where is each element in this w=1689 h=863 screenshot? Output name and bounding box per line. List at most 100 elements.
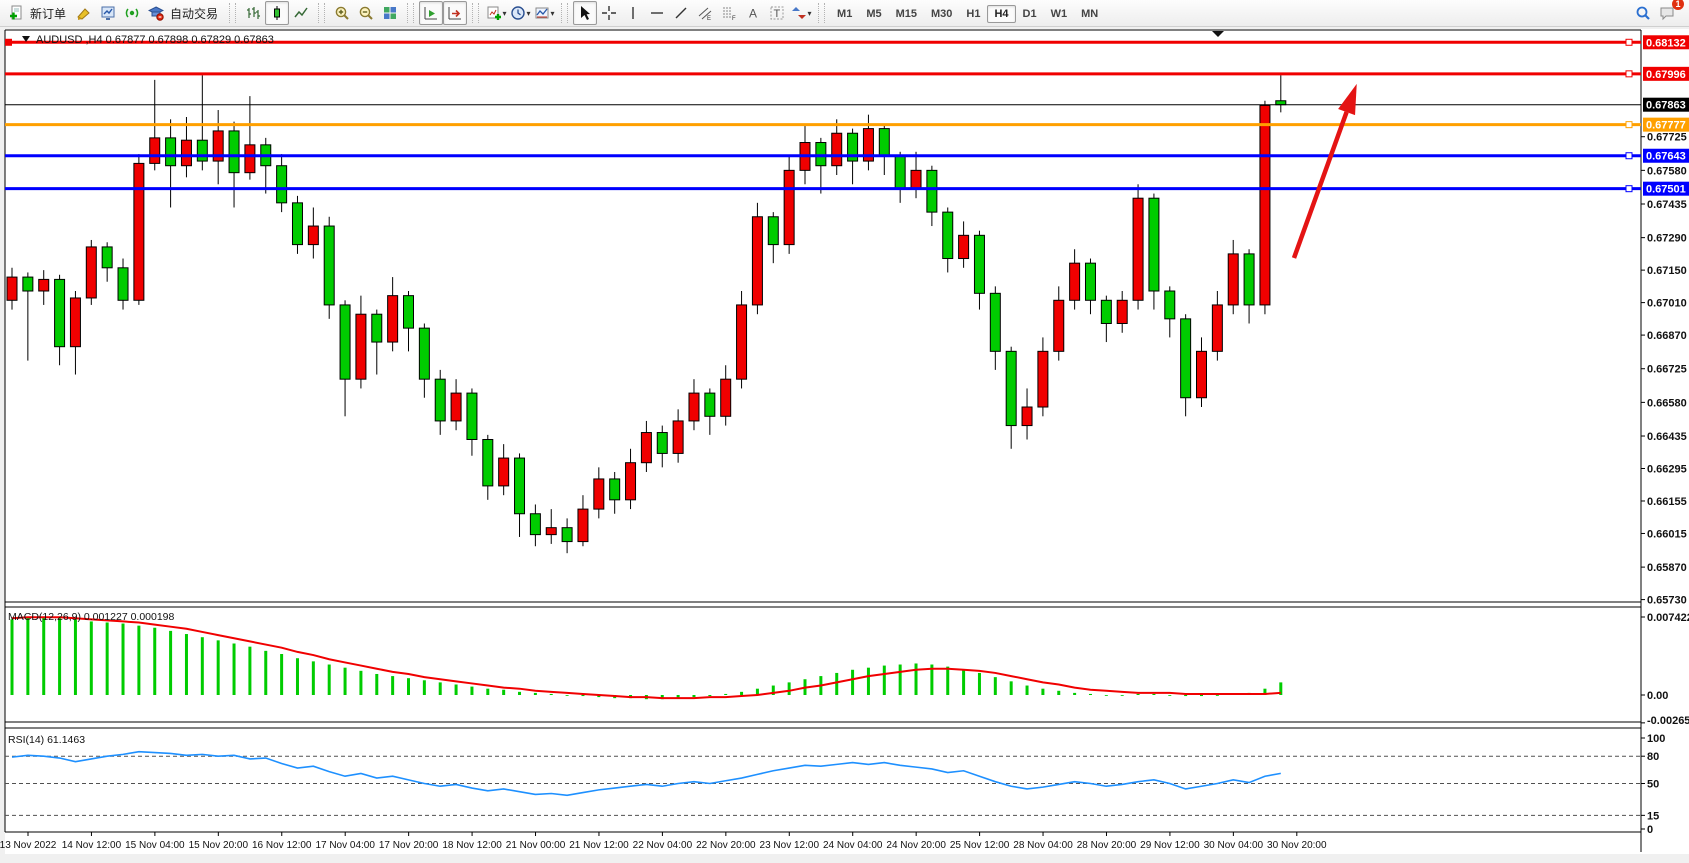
zoom-in-button[interactable] bbox=[330, 1, 354, 25]
periods-button[interactable]: ▾ bbox=[508, 1, 532, 25]
fibonacci-button[interactable]: F bbox=[717, 1, 741, 25]
candle-up bbox=[1037, 350, 1049, 408]
macd-histogram-bar bbox=[26, 617, 30, 695]
price-badge-label: 0.67996 bbox=[1646, 69, 1686, 81]
macd-histogram-bar bbox=[1263, 688, 1267, 695]
crosshair-button[interactable] bbox=[597, 1, 621, 25]
macd-histogram-bar bbox=[676, 695, 680, 699]
line-chart-button[interactable] bbox=[289, 1, 313, 25]
trend-arrow[interactable] bbox=[1291, 111, 1349, 259]
time-axis-label: 24 Nov 04:00 bbox=[823, 840, 883, 851]
macd-histogram-bar bbox=[502, 689, 506, 695]
macd-histogram-bar bbox=[454, 684, 458, 695]
candle-up bbox=[1132, 197, 1144, 301]
time-axis-label: 15 Nov 20:00 bbox=[189, 840, 249, 851]
text-a-icon: A bbox=[749, 7, 757, 21]
candle-down bbox=[276, 165, 288, 204]
vertical-line-icon bbox=[632, 7, 634, 19]
chart-window-button[interactable] bbox=[96, 1, 120, 25]
autotrading-button[interactable] bbox=[144, 1, 168, 25]
trend-arrow-head[interactable] bbox=[1338, 83, 1357, 116]
candle-up bbox=[212, 130, 224, 162]
line-handle[interactable] bbox=[1625, 185, 1633, 193]
candle-down bbox=[196, 139, 208, 162]
candle-up bbox=[1069, 262, 1081, 301]
macd-histogram-bar bbox=[137, 625, 141, 695]
candle-up bbox=[1227, 253, 1239, 306]
macd-histogram-bar bbox=[10, 619, 14, 695]
arrows-button[interactable]: ▾ bbox=[789, 1, 813, 25]
cursor-button[interactable] bbox=[573, 1, 598, 25]
notification-badge: 1 bbox=[1672, 0, 1684, 10]
timeframe-H1[interactable]: H1 bbox=[966, 8, 981, 20]
ohlc-bars-button[interactable] bbox=[241, 1, 265, 25]
candle-down bbox=[1243, 253, 1255, 306]
symbol-dropdown-icon[interactable] bbox=[22, 36, 30, 42]
new-order-label[interactable]: 新订单 bbox=[30, 6, 67, 21]
macd-histogram-bar bbox=[962, 669, 966, 695]
signals-button[interactable] bbox=[120, 1, 144, 25]
line-handle[interactable] bbox=[1625, 121, 1633, 129]
time-axis-label: 21 Nov 12:00 bbox=[569, 840, 629, 851]
metaeditor-button[interactable] bbox=[72, 1, 96, 25]
trendline-button[interactable] bbox=[669, 1, 693, 25]
new-order-button[interactable] bbox=[4, 1, 28, 25]
chevron-down-icon: ▾ bbox=[526, 8, 531, 18]
timeframe-M15[interactable]: M15 bbox=[895, 8, 917, 20]
candle-up bbox=[387, 295, 399, 343]
auto-scroll-button[interactable] bbox=[419, 1, 444, 25]
rsi-axis-label: 100 bbox=[1647, 733, 1665, 745]
autotrading-label[interactable]: 自动交易 bbox=[170, 6, 219, 21]
rsi-axis-label: 50 bbox=[1647, 779, 1659, 791]
indicators-icon bbox=[487, 6, 501, 20]
macd-histogram-bar bbox=[771, 685, 775, 695]
timeframe-W1[interactable]: W1 bbox=[1050, 8, 1068, 20]
macd-axis-label: 0.00 bbox=[1647, 690, 1668, 702]
candle-up bbox=[672, 420, 684, 454]
templates-button[interactable]: ▾ bbox=[532, 1, 556, 25]
candle-down bbox=[561, 527, 573, 543]
arrows-shapes-icon bbox=[791, 7, 806, 19]
notifications-button[interactable]: 1 bbox=[1655, 0, 1684, 25]
indicators-button[interactable]: ▾ bbox=[484, 1, 508, 25]
chart-title: AUDUSD ,H4 0.67877 0.67898 0.67829 0.678… bbox=[36, 34, 274, 46]
clock-icon bbox=[510, 6, 525, 20]
chart-shift-marker[interactable] bbox=[1212, 31, 1224, 37]
text-label-button[interactable]: T bbox=[765, 1, 789, 25]
timeframe-H4[interactable]: H4 bbox=[987, 5, 1016, 23]
line-handle[interactable] bbox=[1625, 70, 1633, 78]
timeframe-M5[interactable]: M5 bbox=[866, 8, 882, 20]
timeframe-M1[interactable]: M1 bbox=[837, 8, 853, 20]
macd-histogram-bar bbox=[993, 677, 997, 695]
line-handle[interactable] bbox=[5, 38, 12, 46]
macd-histogram-bar bbox=[121, 623, 125, 695]
line-handle[interactable] bbox=[1625, 152, 1633, 160]
line-handle[interactable] bbox=[1625, 38, 1633, 46]
equidistant-channel-button[interactable]: E bbox=[693, 1, 717, 25]
timeframe-M30[interactable]: M30 bbox=[931, 8, 953, 20]
horizontal-line-button[interactable] bbox=[645, 1, 669, 25]
candle-up bbox=[355, 313, 367, 380]
vertical-line-button[interactable] bbox=[621, 1, 645, 25]
zoom-out-button[interactable] bbox=[354, 1, 378, 25]
search-button[interactable] bbox=[1631, 1, 1655, 25]
candle-down bbox=[815, 142, 827, 167]
macd-histogram-bar bbox=[549, 693, 553, 695]
macd-histogram-bar bbox=[882, 665, 886, 695]
chart-window-icon bbox=[101, 6, 115, 20]
macd-histogram-bar bbox=[359, 670, 363, 695]
chart-shift-button[interactable] bbox=[443, 1, 468, 25]
macd-histogram-bar bbox=[946, 666, 950, 695]
tile-windows-button[interactable] bbox=[378, 1, 402, 25]
candle-up bbox=[38, 278, 50, 292]
macd-histogram-bar bbox=[1200, 695, 1203, 697]
text-button[interactable]: A bbox=[741, 1, 765, 25]
price-badge bbox=[1643, 97, 1689, 112]
candle-down bbox=[22, 276, 34, 292]
candle-down bbox=[323, 225, 335, 306]
rsi-axis-label: 80 bbox=[1647, 751, 1659, 763]
timeframe-D1[interactable]: D1 bbox=[1022, 8, 1037, 20]
macd-histogram-bar bbox=[835, 672, 839, 695]
candlesticks-button[interactable] bbox=[265, 1, 290, 25]
timeframe-MN[interactable]: MN bbox=[1081, 8, 1099, 20]
